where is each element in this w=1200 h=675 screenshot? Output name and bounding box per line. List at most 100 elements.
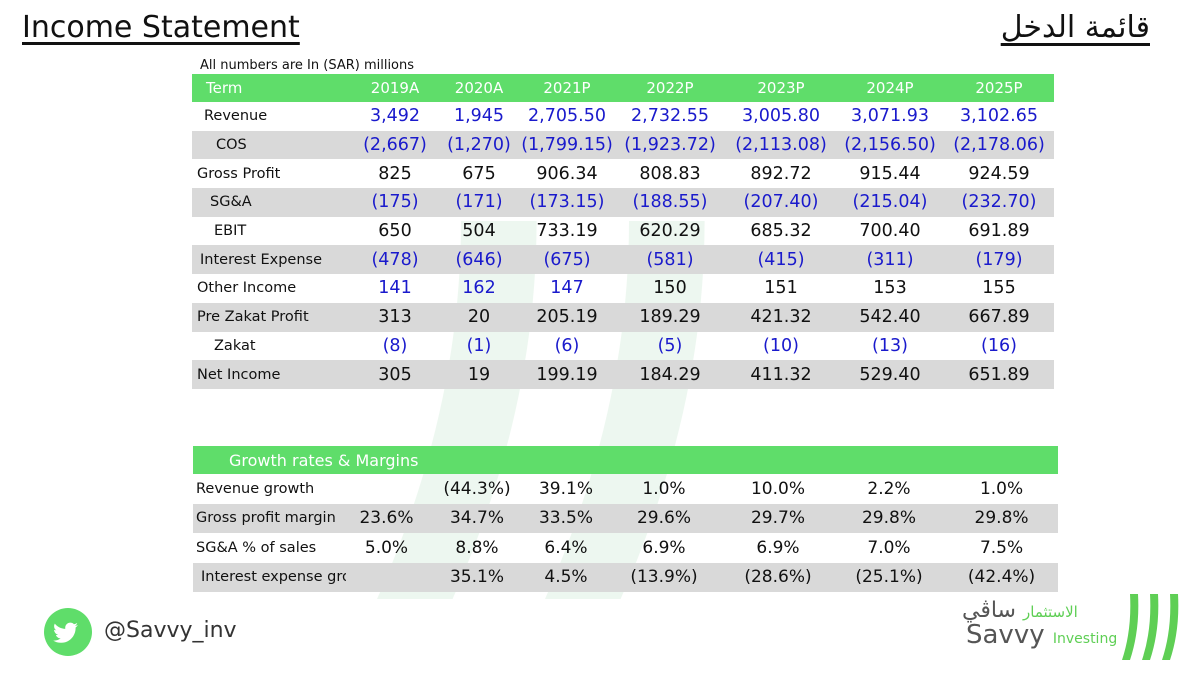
row-value: 6.9% bbox=[642, 537, 686, 558]
header-year: 2025P bbox=[944, 74, 1054, 102]
row-value: 620.29 bbox=[639, 221, 701, 242]
row-label: Revenue bbox=[204, 108, 268, 125]
row-value: (2,667) bbox=[352, 130, 438, 160]
row-value: 162 bbox=[462, 278, 496, 299]
table-row: Gross profit margin 23.6% 34.7% 33.5% 29.6% 2… bbox=[193, 503, 1059, 533]
header-year: 2022P bbox=[614, 74, 726, 102]
row-value: 691.89 bbox=[968, 221, 1030, 242]
table-row: Interest expense growth35.1%4.5%(13.9%)(… bbox=[193, 562, 1059, 592]
row-value: 542.40 bbox=[836, 302, 944, 332]
row-value: 651.89 bbox=[944, 360, 1054, 389]
row-value: 3,005.80 bbox=[742, 106, 820, 127]
table-row: Pre Zakat Profit 313 20 205.19 189.29 421.32 5… bbox=[192, 302, 1054, 332]
header-year: 2023P bbox=[726, 74, 836, 102]
income-header-row: Term 2019A 2020A 2021P 2022P 2023P 2024P 2025P bbox=[192, 74, 1054, 102]
twitter-handle[interactable]: @Savvy_inv bbox=[104, 618, 237, 643]
row-value: 3,492 bbox=[369, 106, 421, 127]
row-value: 29.7% bbox=[723, 503, 833, 533]
row-value: (25.1%) bbox=[833, 562, 945, 592]
header-year: 2024P bbox=[836, 74, 944, 102]
row-value: 4.5% bbox=[527, 562, 605, 592]
row-value: (646) bbox=[438, 245, 520, 275]
row-label: Net Income bbox=[192, 360, 352, 389]
row-value: (173.15) bbox=[520, 188, 614, 217]
row-value: (5) bbox=[657, 335, 683, 356]
header-year: 2019A bbox=[352, 74, 438, 102]
row-value: (2,113.08) bbox=[726, 130, 836, 160]
row-value: 189.29 bbox=[614, 302, 726, 332]
row-value: (10) bbox=[763, 335, 799, 356]
table-row: Net Income 305 19 199.19 184.29 411.32 529.40 6… bbox=[192, 360, 1054, 389]
table-row: Other Income 141 162 147 150 151 153 155 bbox=[192, 274, 1054, 303]
row-label: Pre Zakat Profit bbox=[192, 302, 352, 332]
row-value: 915.44 bbox=[859, 163, 921, 184]
row-value: (13) bbox=[872, 335, 908, 356]
table-row: SG&A (175) (171) (173.15) (188.55) (207.40) (2… bbox=[192, 188, 1054, 217]
row-value: 421.32 bbox=[726, 302, 836, 332]
row-value: (581) bbox=[614, 245, 726, 275]
row-value: (415) bbox=[726, 245, 836, 275]
row-value: 7.0% bbox=[867, 537, 911, 558]
page-title: Income Statement bbox=[22, 10, 300, 45]
header-term: Term bbox=[192, 74, 352, 102]
income-statement-table: Term 2019A 2020A 2021P 2022P 2023P 2024P 2025P R… bbox=[192, 74, 1054, 389]
row-value: 199.19 bbox=[520, 360, 614, 389]
row-value: (28.6%) bbox=[723, 562, 833, 592]
row-value: 305 bbox=[352, 360, 438, 389]
row-value: (2,156.50) bbox=[836, 130, 944, 160]
row-value: 906.34 bbox=[536, 163, 598, 184]
logo-english-sub: Investing bbox=[1052, 631, 1118, 647]
twitter-bird-icon bbox=[44, 608, 92, 656]
table-row: SG&A % of sales 5.0% 8.8% 6.4% 6.9% 6.9% 7.0% 7… bbox=[193, 533, 1058, 563]
row-value bbox=[346, 562, 427, 592]
logo-english-main: Savvy bbox=[966, 620, 1045, 650]
table-row: Interest Expense (478) (646) (675) (581) (415… bbox=[192, 245, 1054, 275]
row-label: Gross Profit bbox=[197, 165, 281, 182]
table-row: Zakat (8) (1) (6) (5) (10) (13) (16) bbox=[192, 332, 1054, 361]
header-year: 2021P bbox=[520, 74, 614, 102]
row-value: 147 bbox=[550, 278, 584, 299]
row-label: Gross profit margin bbox=[193, 503, 346, 533]
row-label: Zakat bbox=[214, 337, 256, 354]
logo-arabic-main: ساڤي bbox=[962, 598, 1016, 623]
logo-arabic-text: الاستثمار ساڤي bbox=[962, 598, 1078, 623]
row-label: Other Income bbox=[197, 280, 297, 297]
growth-header: Growth rates & Margins bbox=[193, 446, 1059, 474]
row-value: 892.72 bbox=[750, 163, 812, 184]
row-label: SG&A % of sales bbox=[196, 539, 317, 556]
row-value: 1,945 bbox=[453, 106, 505, 127]
row-value: 205.19 bbox=[520, 302, 614, 332]
row-value: 19 bbox=[438, 360, 520, 389]
row-value: 10.0% bbox=[750, 478, 805, 499]
row-value: 184.29 bbox=[614, 360, 726, 389]
row-value: 924.59 bbox=[968, 163, 1030, 184]
row-value: (6) bbox=[554, 335, 580, 356]
table-row: Gross Profit 825 675 906.34 808.83 892.72 915.… bbox=[192, 159, 1054, 188]
row-value: (1,923.72) bbox=[614, 130, 726, 160]
row-value: 6.9% bbox=[756, 537, 800, 558]
logo-english-text: Savvy Investing bbox=[966, 620, 1117, 650]
table-row: Revenue growth (44.3%) 39.1% 1.0% 10.0% 2.2% 1… bbox=[193, 474, 1058, 504]
row-value: (42.4%) bbox=[945, 562, 1059, 592]
row-value: (171) bbox=[438, 188, 520, 217]
row-value: 2.2% bbox=[867, 478, 911, 499]
row-value: 7.5% bbox=[979, 537, 1024, 558]
row-label: EBIT bbox=[214, 223, 247, 240]
row-value: 141 bbox=[378, 278, 412, 299]
row-value: (2,178.06) bbox=[944, 130, 1054, 160]
row-value: (16) bbox=[981, 335, 1017, 356]
row-value: (1,799.15) bbox=[520, 130, 614, 160]
row-value: 29.8% bbox=[833, 503, 945, 533]
page-title-arabic: قائمة الدخل bbox=[1000, 10, 1150, 45]
row-value: 150 bbox=[653, 278, 687, 299]
row-value: 8.8% bbox=[455, 537, 499, 558]
table-row: COS (2,667) (1,270) (1,799.15) (1,923.72) (2,… bbox=[192, 130, 1054, 160]
row-value: (8) bbox=[382, 335, 408, 356]
row-value: 3,102.65 bbox=[960, 106, 1038, 127]
row-value: 685.32 bbox=[750, 221, 812, 242]
row-value: 667.89 bbox=[944, 302, 1054, 332]
row-value: 39.1% bbox=[538, 478, 593, 499]
row-value: (207.40) bbox=[726, 188, 836, 217]
row-value: (179) bbox=[944, 245, 1054, 275]
row-value: 411.32 bbox=[726, 360, 836, 389]
